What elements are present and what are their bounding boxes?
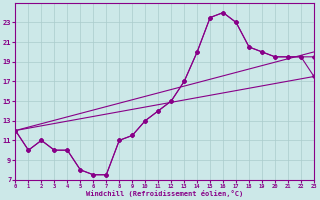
- X-axis label: Windchill (Refroidissement éolien,°C): Windchill (Refroidissement éolien,°C): [86, 190, 243, 197]
